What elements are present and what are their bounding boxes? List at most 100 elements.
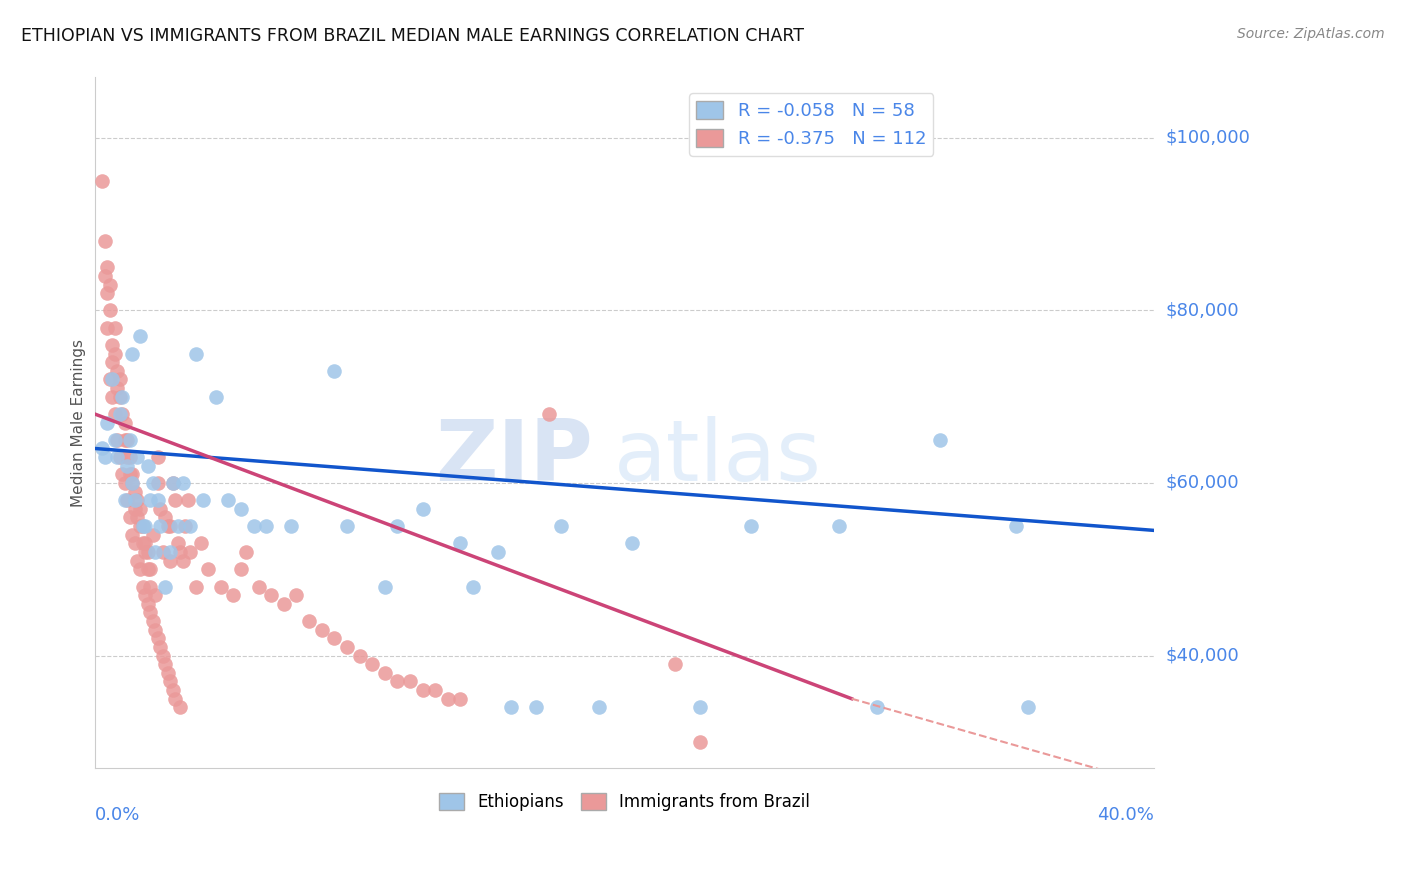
Point [127, 493, 149, 508]
Point [149, 640, 172, 654]
Point [254, 519, 277, 533]
Point [184, 580, 207, 594]
Point [461, 580, 484, 594]
Text: atlas: atlas [614, 416, 823, 499]
Point [93, 268, 115, 283]
Point [499, 700, 522, 714]
Point [425, 683, 447, 698]
Legend: Ethiopians, Immigrants from Brazil: Ethiopians, Immigrants from Brazil [433, 787, 817, 818]
Point [101, 372, 124, 386]
Point [217, 493, 239, 508]
Point [285, 588, 308, 602]
Point [172, 475, 194, 490]
Text: 40.0%: 40.0% [1098, 805, 1154, 823]
Point [136, 545, 159, 559]
Point [537, 407, 560, 421]
Point [131, 580, 153, 594]
Point [101, 355, 124, 369]
Point [165, 691, 187, 706]
Point [588, 700, 610, 714]
Point [162, 683, 184, 698]
Point [96, 416, 118, 430]
Point [91, 174, 114, 188]
Point [129, 329, 152, 343]
Point [1017, 700, 1039, 714]
Point [450, 536, 472, 550]
Point [127, 510, 149, 524]
Point [134, 545, 156, 559]
Point [121, 467, 143, 482]
Point [273, 597, 295, 611]
Point [142, 475, 165, 490]
Point [91, 442, 114, 456]
Point [129, 562, 152, 576]
Point [111, 467, 134, 482]
Point [1004, 519, 1026, 533]
Point [162, 475, 184, 490]
Text: $80,000: $80,000 [1166, 301, 1239, 319]
Point [101, 338, 124, 352]
Point [387, 519, 409, 533]
Point [127, 450, 149, 464]
Point [139, 493, 162, 508]
Point [142, 527, 165, 541]
Point [93, 450, 115, 464]
Point [191, 493, 214, 508]
Point [929, 433, 952, 447]
Point [280, 519, 302, 533]
Point [155, 510, 177, 524]
Point [412, 683, 434, 698]
Point [740, 519, 762, 533]
Point [114, 416, 136, 430]
Point [104, 346, 127, 360]
Point [166, 536, 188, 550]
Point [174, 519, 197, 533]
Point [146, 493, 169, 508]
Point [242, 519, 264, 533]
Point [260, 588, 283, 602]
Point [361, 657, 384, 672]
Point [143, 588, 166, 602]
Point [124, 493, 146, 508]
Point [866, 700, 889, 714]
Point [159, 554, 181, 568]
Point [166, 519, 188, 533]
Point [121, 527, 143, 541]
Point [159, 545, 181, 559]
Point [131, 519, 153, 533]
Text: $100,000: $100,000 [1166, 128, 1250, 147]
Point [117, 450, 139, 464]
Point [412, 501, 434, 516]
Point [550, 519, 572, 533]
Point [143, 623, 166, 637]
Point [450, 691, 472, 706]
Point [139, 580, 162, 594]
Point [204, 390, 226, 404]
Point [117, 433, 139, 447]
Point [114, 493, 136, 508]
Point [96, 320, 118, 334]
Point [136, 562, 159, 576]
Point [139, 606, 162, 620]
Point [105, 433, 128, 447]
Point [143, 545, 166, 559]
Point [190, 536, 212, 550]
Point [96, 260, 118, 275]
Point [98, 372, 121, 386]
Point [247, 580, 270, 594]
Point [229, 562, 252, 576]
Text: ZIP: ZIP [434, 416, 593, 499]
Point [118, 510, 141, 524]
Point [146, 450, 169, 464]
Point [139, 562, 162, 576]
Point [159, 519, 181, 533]
Point [121, 346, 143, 360]
Point [169, 700, 191, 714]
Point [323, 364, 346, 378]
Point [146, 475, 169, 490]
Point [98, 277, 121, 292]
Point [104, 407, 127, 421]
Point [229, 501, 252, 516]
Point [349, 648, 371, 663]
Point [111, 407, 134, 421]
